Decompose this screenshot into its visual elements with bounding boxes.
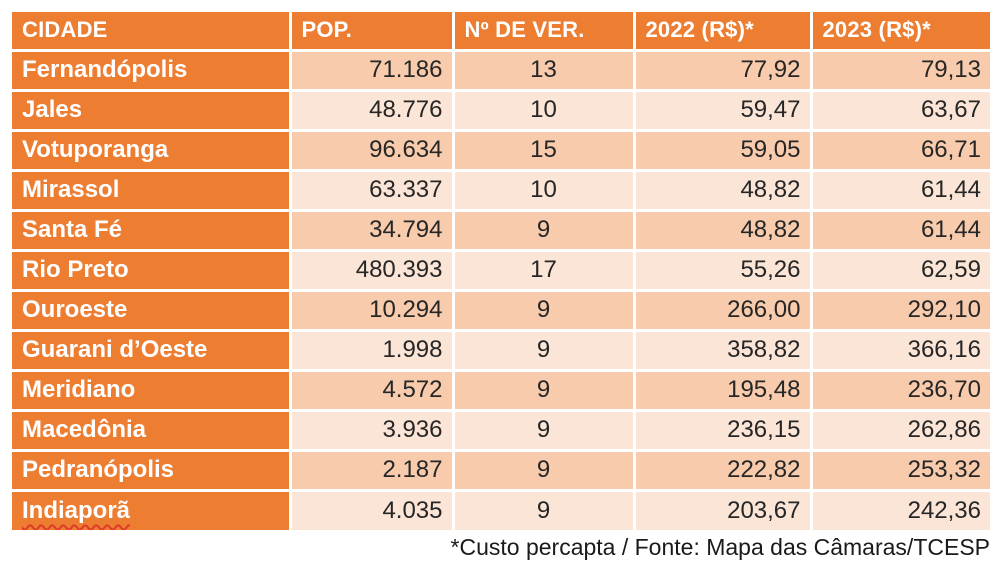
vereadores-cell: 9 <box>453 210 636 252</box>
city-label: Jales <box>22 96 83 123</box>
table-row: Votuporanga 96.634 15 59,05 66,71 <box>12 130 990 172</box>
city-cell: Fernandópolis <box>12 50 292 92</box>
table-row: Mirassol 63.337 10 48,82 61,44 <box>12 170 990 212</box>
cost-2023-cell: 236,70 <box>811 370 990 412</box>
table-row: Ouroeste 10.294 9 266,00 292,10 <box>12 290 990 332</box>
vereadores-cell: 9 <box>453 330 636 372</box>
cost-2023-cell: 79,13 <box>811 50 990 92</box>
population-cell: 48.776 <box>290 90 455 132</box>
cost-2022-cell: 59,05 <box>634 130 813 172</box>
city-cell: Ouroeste <box>12 290 292 332</box>
vereadores-cell: 9 <box>453 370 636 412</box>
cost-2023-cell: 66,71 <box>811 130 990 172</box>
city-cell: Rio Preto <box>12 250 292 292</box>
vereadores-cell: 9 <box>453 450 636 492</box>
vereadores-cell: 9 <box>453 290 636 332</box>
vereadores-cell: 17 <box>453 250 636 292</box>
vereadores-cell: 13 <box>453 50 636 92</box>
table-row: Macedônia 3.936 9 236,15 262,86 <box>12 410 990 452</box>
table-row: Rio Preto 480.393 17 55,26 62,59 <box>12 250 990 292</box>
population-cell: 96.634 <box>290 130 455 172</box>
city-cell: Macedônia <box>12 410 292 452</box>
city-cell: Jales <box>12 90 292 132</box>
cost-2022-cell: 222,82 <box>634 450 813 492</box>
population-cell: 480.393 <box>290 250 455 292</box>
cost-2022-cell: 358,82 <box>634 330 813 372</box>
city-label: Ouroeste <box>22 296 128 323</box>
population-cell: 71.186 <box>290 50 455 92</box>
cost-2023-cell: 366,16 <box>811 330 990 372</box>
population-cell: 4.572 <box>290 370 455 412</box>
footnote-text: *Custo percapta / Fonte: Mapa das Câmara… <box>450 534 990 560</box>
cost-2022-cell: 203,67 <box>634 490 813 530</box>
table-row: Pedranópolis 2.187 9 222,82 253,32 <box>12 450 990 492</box>
cities-cost-table: CIDADE POP. Nº DE VER. 2022 (R$)* 2023 (… <box>12 12 990 530</box>
cost-2023-cell: 62,59 <box>811 250 990 292</box>
cost-2023-cell: 262,86 <box>811 410 990 452</box>
population-cell: 4.035 <box>290 490 455 530</box>
column-header-pop: POP. <box>290 12 455 52</box>
vereadores-cell: 15 <box>453 130 636 172</box>
population-cell: 1.998 <box>290 330 455 372</box>
header-row: CIDADE POP. Nº DE VER. 2022 (R$)* 2023 (… <box>12 12 990 52</box>
city-label: Guarani d’Oeste <box>22 336 208 363</box>
city-cell: Santa Fé <box>12 210 292 252</box>
cost-2023-cell: 242,36 <box>811 490 990 530</box>
population-cell: 3.936 <box>290 410 455 452</box>
column-header-vereadores: Nº DE VER. <box>453 12 636 52</box>
cost-2022-cell: 195,48 <box>634 370 813 412</box>
cost-2022-cell: 236,15 <box>634 410 813 452</box>
city-label: Pedranópolis <box>22 456 175 483</box>
column-header-cidade: CIDADE <box>12 12 292 52</box>
city-label: Fernandópolis <box>22 56 188 83</box>
table-row: Meridiano 4.572 9 195,48 236,70 <box>12 370 990 412</box>
city-cell: Meridiano <box>12 370 292 412</box>
cost-2022-cell: 266,00 <box>634 290 813 332</box>
city-cell: Mirassol <box>12 170 292 212</box>
cost-2022-cell: 48,82 <box>634 170 813 212</box>
table-row: Santa Fé 34.794 9 48,82 61,44 <box>12 210 990 252</box>
population-cell: 34.794 <box>290 210 455 252</box>
cost-2022-cell: 59,47 <box>634 90 813 132</box>
vereadores-cell: 9 <box>453 410 636 452</box>
table-row: Guarani d’Oeste 1.998 9 358,82 366,16 <box>12 330 990 372</box>
cost-2022-cell: 55,26 <box>634 250 813 292</box>
population-cell: 10.294 <box>290 290 455 332</box>
cost-2022-cell: 48,82 <box>634 210 813 252</box>
cost-2023-cell: 63,67 <box>811 90 990 132</box>
table-row: Jales 48.776 10 59,47 63,67 <box>12 90 990 132</box>
population-cell: 63.337 <box>290 170 455 212</box>
city-cell: Votuporanga <box>12 130 292 172</box>
cost-2023-cell: 61,44 <box>811 170 990 212</box>
city-label: Meridiano <box>22 376 136 403</box>
city-label: Santa Fé <box>22 216 123 243</box>
table-row: Fernandópolis 71.186 13 77,92 79,13 <box>12 50 990 92</box>
city-label: Votuporanga <box>22 136 169 163</box>
cost-2023-cell: 61,44 <box>811 210 990 252</box>
city-label: Indiaporã <box>22 496 131 524</box>
table-row: Indiaporã 4.035 9 203,67 242,36 <box>12 490 990 530</box>
cost-2023-cell: 292,10 <box>811 290 990 332</box>
city-cell: Pedranópolis <box>12 450 292 492</box>
population-cell: 2.187 <box>290 450 455 492</box>
table-header: CIDADE POP. Nº DE VER. 2022 (R$)* 2023 (… <box>12 12 990 52</box>
city-label: Macedônia <box>22 416 147 443</box>
vereadores-cell: 9 <box>453 490 636 530</box>
city-cell: Indiaporã <box>12 490 292 530</box>
city-label: Mirassol <box>22 176 120 203</box>
cost-2023-cell: 253,32 <box>811 450 990 492</box>
cost-2022-cell: 77,92 <box>634 50 813 92</box>
vereadores-cell: 10 <box>453 170 636 212</box>
table-body: Fernandópolis 71.186 13 77,92 79,13 Jale… <box>12 50 990 530</box>
column-header-2023: 2023 (R$)* <box>811 12 990 52</box>
city-label: Rio Preto <box>22 256 129 283</box>
column-header-2022: 2022 (R$)* <box>634 12 813 52</box>
city-cell: Guarani d’Oeste <box>12 330 292 372</box>
vereadores-cell: 10 <box>453 90 636 132</box>
